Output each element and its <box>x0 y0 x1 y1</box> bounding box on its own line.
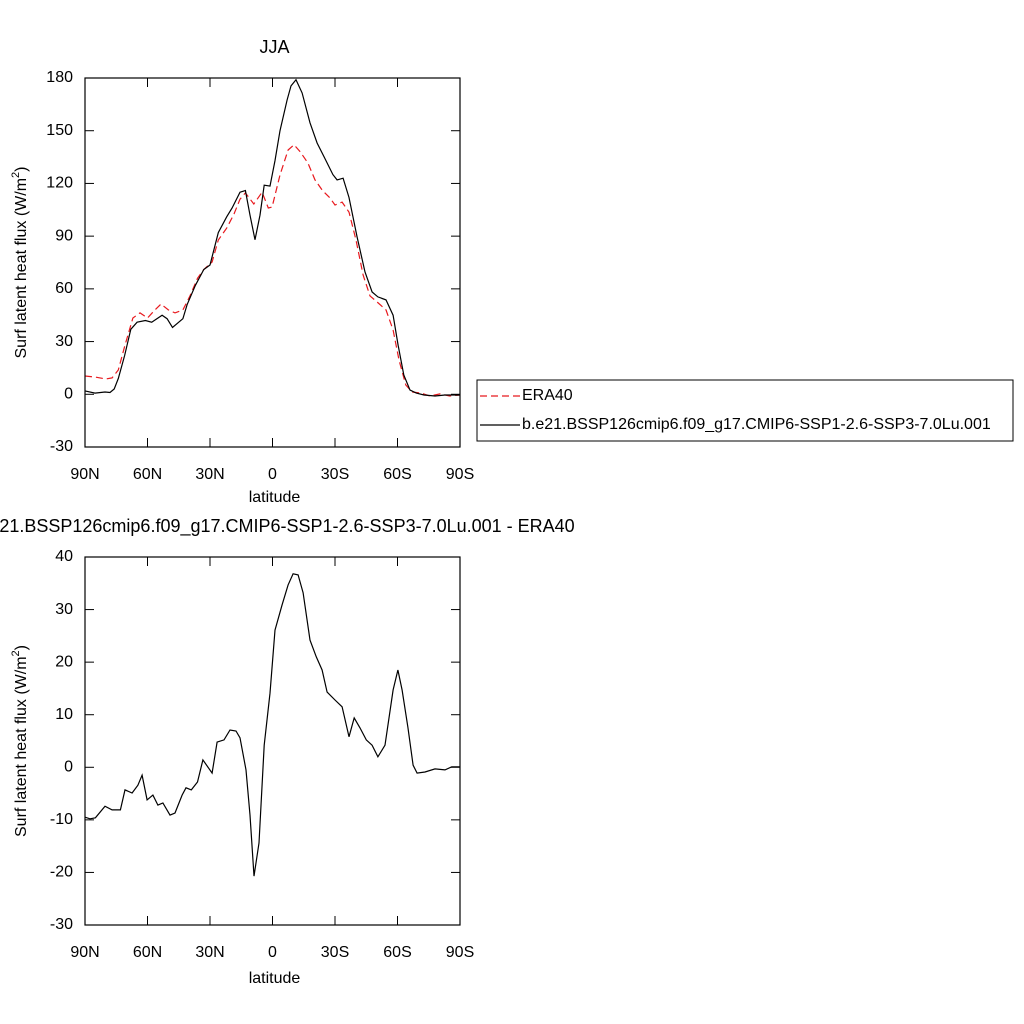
y-tick-label: 60 <box>55 280 73 297</box>
x-axis-label: latitude <box>249 489 301 506</box>
plot-frame <box>84 556 461 926</box>
x-tick-label: 60N <box>133 466 162 483</box>
x-tick-label: 90S <box>446 466 474 483</box>
data-line <box>84 143 461 397</box>
y-tick-label: -30 <box>50 916 73 933</box>
y-tick-label: 180 <box>46 69 73 86</box>
y-tick-label: 120 <box>46 175 73 192</box>
y-axis-label-text: Surf latent heat flux (W/m <box>13 178 30 359</box>
x-tick-label: 90N <box>70 944 99 961</box>
y-tick-label: -10 <box>50 811 73 828</box>
y-tick-label: 30 <box>55 601 73 618</box>
y-tick-label: 40 <box>55 548 73 565</box>
data-line <box>84 573 460 877</box>
y-axis-label: Surf latent heat flux (W/m2) <box>10 167 30 359</box>
y-tick-label: -30 <box>50 438 73 455</box>
y-tick-label: 30 <box>55 333 73 350</box>
legend-label: ERA40 <box>522 387 573 404</box>
y-tick-label: 10 <box>55 706 73 723</box>
chart-title: JJA <box>259 37 289 57</box>
x-tick-label: 30N <box>195 944 224 961</box>
x-tick-label: 60S <box>383 466 411 483</box>
y-tick-label: 0 <box>64 759 73 776</box>
plot-frame <box>84 77 461 448</box>
x-tick-label: 60S <box>383 944 411 961</box>
legend-label: b.e21.BSSP126cmip6.f09_g17.CMIP6-SSP1-2.… <box>522 416 991 433</box>
x-tick-label: 90S <box>446 944 474 961</box>
x-tick-label: 0 <box>268 944 277 961</box>
y-tick-label: 90 <box>55 227 73 244</box>
x-tick-label: 60N <box>133 944 162 961</box>
chart-title: b.e21.BSSP126cmip6.f09_g17.CMIP6-SSP1-2.… <box>0 516 575 537</box>
y-axis-label-end: ) <box>13 645 30 650</box>
y-axis-label-text: Surf latent heat flux (W/m <box>13 656 30 837</box>
y-axis-label-sup: 2 <box>10 172 22 178</box>
x-axis-label: latitude <box>249 970 301 987</box>
y-tick-label: -20 <box>50 864 73 881</box>
y-tick-label: 150 <box>46 122 73 139</box>
x-tick-label: 0 <box>268 466 277 483</box>
y-axis-label: Surf latent heat flux (W/m2) <box>10 645 30 837</box>
y-axis-label-sup: 2 <box>10 650 22 656</box>
x-tick-label: 30S <box>321 944 349 961</box>
y-axis-label-end: ) <box>13 167 30 172</box>
legend-box <box>476 379 1014 442</box>
x-tick-label: 90N <box>70 466 99 483</box>
x-tick-label: 30N <box>195 466 224 483</box>
y-tick-label: 0 <box>64 386 73 403</box>
x-tick-label: 30S <box>321 466 349 483</box>
y-tick-label: 20 <box>55 653 73 670</box>
data-line <box>84 78 460 397</box>
